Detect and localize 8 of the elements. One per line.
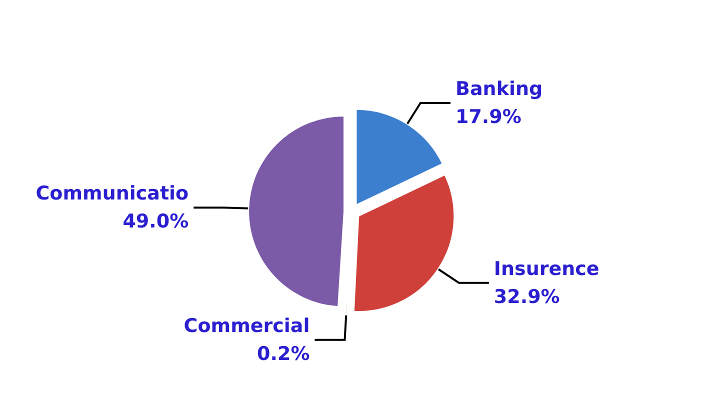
slice-label: Commercial: [184, 314, 310, 337]
slice-label: Banking: [455, 78, 543, 100]
data-label: 17.9%: [455, 106, 522, 128]
slice-label: Insurence: [494, 258, 600, 280]
data-label: 32.9%: [494, 286, 560, 308]
data-label: 0.2%: [257, 342, 310, 365]
data-label: 49.0%: [122, 210, 189, 233]
slice-label: Communicatio: [36, 182, 189, 205]
